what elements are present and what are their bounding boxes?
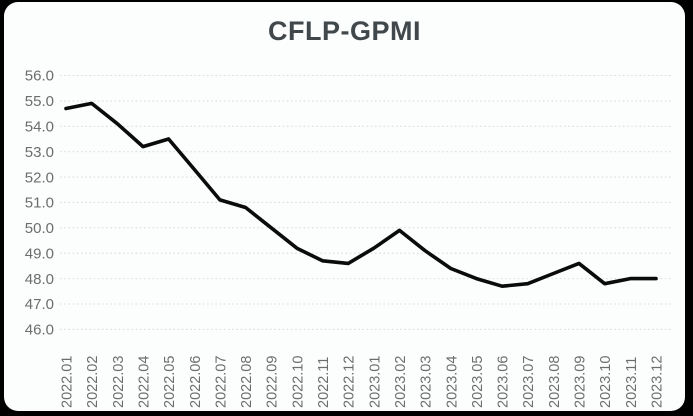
- x-tick-label: 2022.10: [290, 356, 306, 408]
- x-tick-label: 2022.07: [213, 356, 229, 408]
- y-tick-label: 47.0: [25, 296, 54, 313]
- x-tick-label: 2023.09: [573, 356, 589, 408]
- y-tick-label: 53.0: [25, 144, 54, 161]
- x-tick-label: 2022.05: [162, 356, 178, 408]
- x-tick-label: 2022.12: [342, 356, 358, 408]
- x-tick-label: 2022.03: [111, 356, 127, 408]
- y-tick-label: 46.0: [25, 322, 54, 339]
- x-tick-label: 2023.07: [521, 356, 537, 408]
- x-tick-label: 2023.02: [393, 356, 409, 408]
- x-tick-label: 2023.01: [367, 356, 383, 408]
- y-tick-label: 54.0: [25, 118, 54, 135]
- chart-title: CFLP-GPMI: [268, 16, 421, 46]
- x-tick-label: 2023.12: [650, 356, 666, 408]
- x-tick-label: 2022.02: [85, 356, 101, 408]
- x-tick-label: 2023.10: [598, 356, 614, 408]
- x-tick-label: 2022.08: [239, 356, 255, 408]
- x-tick-label: 2022.01: [60, 356, 76, 408]
- x-tick-label: 2022.11: [316, 357, 332, 408]
- y-tick-label: 51.0: [25, 195, 54, 212]
- y-tick-label: 56.0: [25, 68, 54, 85]
- y-tick-label: 48.0: [25, 271, 54, 288]
- x-tick-label: 2022.09: [265, 356, 281, 408]
- x-tick-label: 2023.11: [624, 357, 640, 408]
- x-tick-label: 2023.06: [496, 356, 512, 408]
- chart-card: CFLP-GPMI: [4, 2, 685, 411]
- y-tick-label: 52.0: [25, 169, 54, 186]
- data-line-cflp-gpmi: [64, 101, 658, 289]
- x-tick-label: 2023.08: [547, 356, 563, 408]
- x-tick-label: 2022.04: [136, 356, 152, 408]
- x-tick-label: 2023.03: [419, 356, 435, 408]
- x-tick-label: 2023.04: [444, 356, 460, 408]
- x-tick-label: 2023.05: [470, 356, 486, 408]
- x-tick-label: 2022.06: [188, 356, 204, 408]
- y-tick-label: 50.0: [25, 220, 54, 237]
- y-tick-label: 55.0: [25, 93, 54, 110]
- y-tick-label: 49.0: [25, 245, 54, 262]
